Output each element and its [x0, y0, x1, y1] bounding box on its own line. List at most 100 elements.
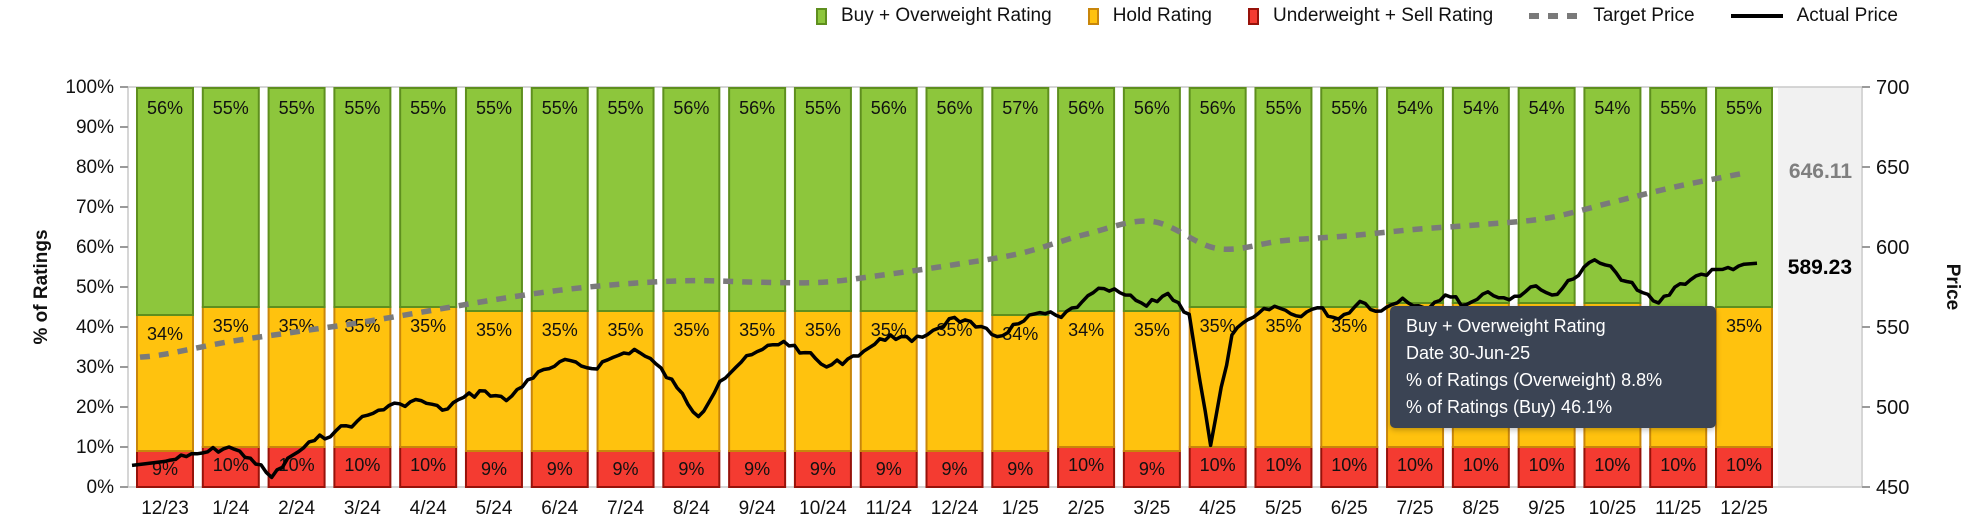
legend-item-buy-overweight-rating[interactable]: Buy + Overweight Rating: [816, 5, 1052, 27]
axis-or-bar-label: 12/25: [1720, 498, 1768, 519]
bar-segment-hold[interactable]: [925, 310, 984, 452]
bar-segment-buy-overweight[interactable]: [530, 87, 589, 312]
bar-segment-underweight-sell[interactable]: [1254, 446, 1313, 488]
legend-item-hold-rating[interactable]: Hold Rating: [1087, 5, 1212, 27]
axis-or-bar-label: 10%: [1200, 455, 1236, 475]
bar-segment-hold[interactable]: [1320, 306, 1379, 448]
bar-segment-buy-overweight[interactable]: [859, 87, 918, 312]
axis-or-bar-label: 56%: [739, 98, 775, 118]
bar-segment-buy-overweight[interactable]: [1320, 87, 1379, 308]
axis-or-bar-label: 9%: [1007, 459, 1033, 479]
bar-segment-buy-overweight[interactable]: [1057, 87, 1116, 312]
bar-segment-buy-overweight[interactable]: [1254, 87, 1313, 308]
axis-or-bar-label: 35%: [213, 316, 249, 336]
bar-swatch-icon: [1247, 7, 1259, 25]
axis-or-bar-label: 4/24: [410, 498, 447, 519]
bar-segment-buy-overweight[interactable]: [1188, 87, 1247, 308]
axis-or-bar-label: 700: [1876, 77, 1909, 99]
axis-or-bar-label: 54%: [1594, 98, 1630, 118]
axis-or-bar-label: 55%: [476, 98, 512, 118]
bar-segment-hold[interactable]: [1057, 310, 1116, 448]
bar-segment-buy-overweight[interactable]: [201, 87, 260, 308]
axis-or-bar-label: 100%: [65, 77, 114, 98]
axis-or-bar-label: 9%: [876, 459, 902, 479]
bar-segment-underweight-sell[interactable]: [1320, 446, 1379, 488]
bar-segment-underweight-sell[interactable]: [1188, 446, 1247, 488]
bar-swatch-icon: [816, 7, 827, 25]
axis-or-bar-label: 450: [1876, 477, 1909, 499]
axis-or-bar-label: 10%: [1265, 455, 1301, 475]
bar-segment-buy-overweight[interactable]: [136, 87, 194, 316]
bar-segment-buy-overweight[interactable]: [1122, 87, 1181, 312]
axis-or-bar-label: 55%: [1265, 98, 1301, 118]
right-margin-band: [1778, 87, 1861, 487]
bar-segment-underweight-sell[interactable]: [662, 450, 721, 488]
legend-item-actual-price[interactable]: Actual Price: [1730, 5, 1898, 27]
bar-segment-hold[interactable]: [1254, 306, 1313, 448]
right-axis-title: Price: [1942, 263, 1963, 311]
axis-or-bar-label: 12/23: [141, 498, 189, 519]
legend-label: Buy + Overweight Rating: [841, 5, 1052, 26]
bar-segment-hold[interactable]: [333, 306, 392, 448]
axis-or-bar-label: 35%: [279, 316, 315, 336]
bar-segment-underweight-sell[interactable]: [596, 450, 655, 488]
bar-segment-hold[interactable]: [530, 310, 589, 452]
axis-or-bar-label: 54%: [1529, 98, 1565, 118]
bar-segment-buy-overweight[interactable]: [267, 87, 326, 308]
axis-or-bar-label: 56%: [871, 98, 907, 118]
bar-segment-underweight-sell[interactable]: [925, 450, 984, 488]
bar-segment-buy-overweight[interactable]: [464, 87, 523, 312]
bar-segment-buy-overweight[interactable]: [1715, 87, 1773, 308]
axis-or-bar-label: 34%: [1068, 320, 1104, 340]
bar-segment-underweight-sell[interactable]: [1649, 446, 1708, 488]
bar-segment-hold[interactable]: [728, 310, 787, 452]
bar-segment-buy-overweight[interactable]: [925, 87, 984, 312]
bar-segment-underweight-sell[interactable]: [1057, 446, 1116, 488]
axis-or-bar-label: 35%: [1134, 320, 1170, 340]
bar-segment-underweight-sell[interactable]: [1122, 450, 1181, 488]
axis-or-bar-label: 9%: [810, 459, 836, 479]
bar-segment-buy-overweight[interactable]: [1451, 87, 1510, 304]
axis-or-bar-label: 10%: [410, 455, 446, 475]
axis-or-bar-label: 7/24: [607, 498, 644, 519]
axis-or-bar-label: 55%: [279, 98, 315, 118]
bar-segment-hold[interactable]: [991, 314, 1050, 452]
bar-segment-hold[interactable]: [136, 314, 194, 452]
bar-segment-buy-overweight[interactable]: [1517, 87, 1576, 304]
axis-or-bar-label: 55%: [1726, 98, 1762, 118]
axis-or-bar-label: 90%: [76, 117, 114, 138]
dashed-line-icon: [1529, 13, 1580, 19]
bar-segment-buy-overweight[interactable]: [596, 87, 655, 312]
bar-segment-buy-overweight[interactable]: [662, 87, 721, 312]
axis-or-bar-label: 56%: [147, 98, 183, 118]
axis-or-bar-label: 10%: [1397, 455, 1433, 475]
axis-or-bar-label: 10%: [1726, 455, 1762, 475]
bar-segment-buy-overweight[interactable]: [728, 87, 787, 312]
bar-segment-buy-overweight[interactable]: [991, 87, 1050, 316]
bar-segment-underweight-sell[interactable]: [1715, 446, 1773, 488]
bar-segment-hold[interactable]: [793, 310, 852, 452]
bar-segment-underweight-sell[interactable]: [728, 450, 787, 488]
legend-item-target-price[interactable]: Target Price: [1529, 5, 1695, 27]
bar-segment-underweight-sell[interactable]: [333, 446, 392, 488]
axis-or-bar-label: 70%: [76, 197, 114, 218]
legend-item-underweight-sell-rating[interactable]: Underweight + Sell Rating: [1247, 5, 1493, 27]
bar-segment-buy-overweight[interactable]: [399, 87, 458, 308]
bar-segment-hold[interactable]: [399, 306, 458, 448]
bar-segment-buy-overweight[interactable]: [1649, 87, 1708, 308]
bar-segment-underweight-sell[interactable]: [399, 446, 458, 488]
bar-segment-buy-overweight[interactable]: [1386, 87, 1445, 304]
axis-or-bar-label: 35%: [476, 320, 512, 340]
bar-segment-buy-overweight[interactable]: [793, 87, 852, 312]
axis-or-bar-label: 55%: [542, 98, 578, 118]
target-price-line[interactable]: [139, 170, 1745, 360]
actual-price-line[interactable]: [131, 258, 1758, 480]
bar-segment-underweight-sell[interactable]: [201, 446, 260, 488]
bar-segment-buy-overweight[interactable]: [333, 87, 392, 308]
bar-segment-hold[interactable]: [1122, 310, 1181, 452]
axis-or-bar-label: 9%: [678, 459, 704, 479]
bar-segment-hold[interactable]: [596, 310, 655, 452]
axis-or-bar-label: 11/25: [1655, 498, 1701, 519]
axis-or-bar-label: 55%: [1331, 98, 1367, 118]
axis-or-bar-label: 55%: [805, 98, 841, 118]
